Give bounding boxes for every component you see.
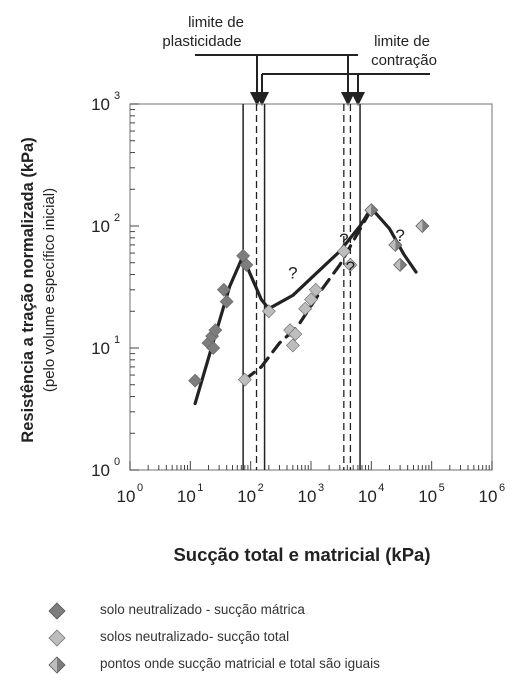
- question-mark: ?: [346, 258, 355, 277]
- y-axis-sublabel: (pelo volume específico inicial): [41, 188, 58, 392]
- data-point-half-left: [415, 219, 423, 233]
- y-tick-label-exponent: 0: [114, 456, 120, 468]
- annotation-callouts: [195, 54, 430, 100]
- question-mark: ?: [395, 226, 404, 245]
- data-point-equal: [393, 257, 408, 272]
- data-point-outline: [415, 219, 430, 233]
- plot-frame: [129, 103, 493, 471]
- x-tick-label-exponent: 1: [197, 482, 203, 494]
- contraction-label-line2: contração: [371, 52, 437, 69]
- arrow-head-3: [341, 92, 355, 106]
- data-point-outline: [364, 203, 379, 218]
- data-point-matric: [208, 323, 223, 338]
- data-point-matric: [219, 294, 234, 309]
- arrow-head-4: [351, 92, 365, 106]
- data-point-total: [288, 327, 303, 342]
- arrow-head-2: [255, 92, 269, 106]
- data-point-total: [308, 282, 323, 297]
- legend-light-diamond-icon: [48, 629, 66, 647]
- plasticity-label-line2: plasticidade: [162, 33, 241, 50]
- data-point-matric: [216, 282, 231, 297]
- x-tick-label: 10: [479, 487, 498, 506]
- question-mark: ?: [339, 230, 348, 249]
- data-point-outline: [388, 237, 403, 252]
- x-tick-label: 10: [298, 487, 317, 506]
- data-point-total: [298, 301, 313, 316]
- data-point-matric: [206, 341, 221, 355]
- y-tick-label: 10: [91, 461, 110, 480]
- y-tick-label-exponent: 3: [114, 90, 120, 102]
- arrow-heads: [250, 92, 365, 106]
- data-point-total: [304, 292, 318, 307]
- data-point-matric: [188, 373, 203, 388]
- chart-area: limite de plasticidade limite de contraç…: [19, 14, 505, 565]
- x-tick-label: 10: [117, 487, 136, 506]
- y-tick-label-exponent: 1: [114, 334, 120, 346]
- legend-half-diamond-icon: [48, 656, 66, 674]
- data-point-total: [336, 244, 351, 259]
- data-point-equal: [388, 237, 403, 252]
- y-tick-label: 10: [91, 95, 110, 114]
- x-tick-label: 10: [177, 487, 196, 506]
- x-tick-label-exponent: 4: [378, 482, 384, 494]
- legend-item-equal: pontos onde sucção matricial e total são…: [48, 654, 508, 681]
- data-point-half-right: [400, 258, 407, 272]
- legend-dark-diamond-icon: [48, 602, 66, 620]
- x-tick-label-exponent: 0: [137, 482, 143, 494]
- data-point-half-left: [364, 203, 372, 217]
- trend-line-solid: [193, 206, 418, 406]
- data-point-half-left: [393, 258, 401, 272]
- axis-ticks: [129, 103, 493, 471]
- data-markers: [188, 203, 430, 388]
- data-point-matric: [239, 257, 254, 272]
- legend-label-total: solos neutralizado- sucção total: [100, 629, 290, 644]
- plot-border: [129, 103, 493, 471]
- question-mark: ?: [288, 264, 297, 283]
- legend-item-total: solos neutralizado- sucção total: [48, 627, 508, 654]
- data-point-half-right: [395, 238, 402, 252]
- x-tick-label: 10: [418, 487, 437, 506]
- x-tick-label: 10: [358, 487, 377, 506]
- data-point-total: [285, 338, 300, 353]
- contraction-label-line1: limite de: [374, 33, 430, 50]
- legend-item-matric: solo neutralizado - sucção mátrica: [48, 600, 508, 627]
- x-axis-label: Sucção total e matricial (kPa): [173, 544, 430, 565]
- legend: solo neutralizado - sucção mátrica solos…: [48, 600, 508, 681]
- x-tick-label: 10: [237, 487, 256, 506]
- plasticity-label-line1: limite de: [188, 14, 244, 31]
- y-tick-label-exponent: 2: [114, 212, 120, 224]
- question-marks: ????: [288, 226, 405, 282]
- legend-label-equal: pontos onde sucção matricial e total são…: [100, 656, 380, 671]
- data-point-half-right: [422, 219, 429, 233]
- x-tick-label-exponent: 5: [439, 482, 445, 494]
- data-point-total: [237, 372, 252, 387]
- legend-label-matric: solo neutralizado - sucção mátrica: [100, 602, 305, 617]
- data-point-equal: [415, 219, 430, 233]
- data-point-half-left: [388, 238, 396, 252]
- data-point-total: [261, 304, 276, 319]
- x-tick-label-exponent: 6: [499, 482, 505, 494]
- data-point-half-right: [371, 203, 378, 217]
- y-axis-label: Resistência a tração normalizada (kPa): [19, 137, 37, 442]
- y-tick-label: 10: [91, 217, 110, 236]
- data-point-equal: [364, 203, 379, 218]
- data-point-total: [343, 257, 358, 272]
- y-tick-label: 10: [91, 339, 110, 358]
- x-tick-label-exponent: 3: [318, 482, 324, 494]
- axis-tick-labels: 10 0 10 1 10 2 10 3 10 4 10 5 10 610 010 110 210 3: [91, 90, 505, 506]
- x-tick-label-exponent: 2: [258, 482, 264, 494]
- data-point-outline: [393, 257, 408, 272]
